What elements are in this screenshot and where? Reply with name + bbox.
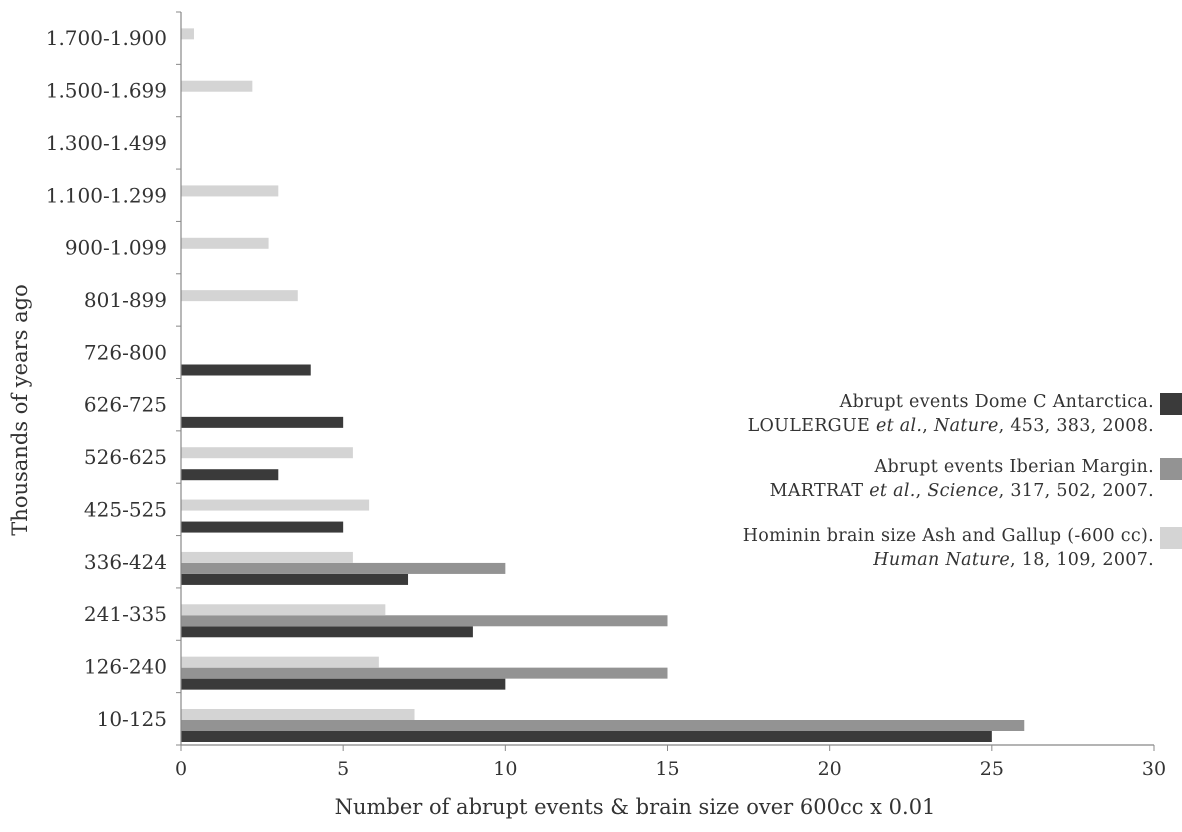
x-tick-label: 25 [980,758,1004,780]
x-axis-label: Number of abrupt events & brain size ove… [335,795,936,819]
y-tick-label: 526-625 [84,445,167,469]
legend-swatch-iberian-margin [1160,458,1182,480]
y-tick-label: 425-525 [84,497,167,521]
x-tick-label: 10 [493,758,517,780]
y-tick-label: 126-240 [84,654,167,678]
bar-brain-size-801-899 [181,290,298,302]
legend-entry-iberian-margin: Abrupt events Iberian Margin. MARTRAT et… [769,455,1182,503]
x-tick-label: 0 [175,758,187,780]
axis-labels: Thousands of years ago Number of abrupt … [8,284,935,819]
y-tick-label: 900-1.099 [65,236,167,260]
x-tick-label: 30 [1142,758,1166,780]
bar-iberian-margin-241-335 [181,615,668,627]
bar-brain-size-425-525 [181,499,370,511]
bar-dome-c-425-525 [181,521,344,533]
bar-iberian-margin-10-125 [181,720,1025,731]
axes: 10-125 126-240 241-335 336-424 425-525 526-62… [46,11,1166,780]
y-tick-label: 626-725 [84,393,167,417]
bar-dome-c-241-335 [181,626,473,638]
bar-brain-size-526-625 [181,447,353,459]
bar-brain-size-126-240 [181,656,379,668]
legend-line-2: MARTRAT et al., Science, 317, 502, 2007. [769,481,1154,501]
bar-brain-size-336-424 [181,551,353,563]
y-tick-label: 1.100-1.299 [46,183,167,207]
bar-dome-c-10-125 [181,731,992,742]
legend-swatch-dome-c [1160,393,1182,415]
bar-brain-size-10-125 [181,709,415,720]
y-tick-label: 1.700-1.900 [46,26,167,50]
bar-brain-size-1.500-1.699 [181,80,253,92]
bar-dome-c-126-240 [181,678,506,690]
bar-group [181,28,1025,742]
bar-iberian-margin-336-424 [181,562,506,574]
bar-brain-size-241-335 [181,604,386,616]
legend-line-1: Abrupt events Iberian Margin. [874,457,1154,477]
legend-entry-brain-size: Hominin brain size Ash and Gallup (-600 … [742,524,1182,572]
legend-entry-dome-c: Abrupt events Dome C Antarctica. LOULERG… [747,390,1182,438]
y-axis-label: Thousands of years ago [8,284,32,535]
bar-dome-c-336-424 [181,573,409,585]
x-tick-label: 20 [818,758,842,780]
legend-line-1: Hominin brain size Ash and Gallup (-600 … [742,526,1154,546]
y-tick-label: 336-424 [84,550,167,574]
x-tick-label: 5 [337,758,349,780]
bar-brain-size-1.700-1.900 [181,28,194,40]
bar-dome-c-626-725 [181,416,344,428]
bar-dome-c-726-800 [181,364,311,376]
bar-iberian-margin-126-240 [181,667,668,679]
legend-swatch-brain-size [1160,527,1182,549]
x-tick-label: 15 [655,758,679,780]
bar-brain-size-1.100-1.299 [181,185,279,197]
y-tick-label: 10-125 [97,707,167,731]
y-tick-label: 726-800 [84,340,167,364]
y-tick-label: 1.300-1.499 [46,131,167,155]
bar-brain-size-900-1.099 [181,237,269,249]
y-tick-label: 1.500-1.699 [46,79,167,103]
legend-line-2: LOULERGUE et al., Nature, 453, 383, 2008… [747,416,1154,436]
y-tick-label: 801-899 [84,288,167,312]
y-tick-label: 241-335 [84,602,167,626]
bar-dome-c-526-625 [181,469,279,481]
legend-line-1: Abrupt events Dome C Antarctica. [839,392,1154,412]
legend-line-2: Human Nature, 18, 109, 2007. [873,550,1154,570]
